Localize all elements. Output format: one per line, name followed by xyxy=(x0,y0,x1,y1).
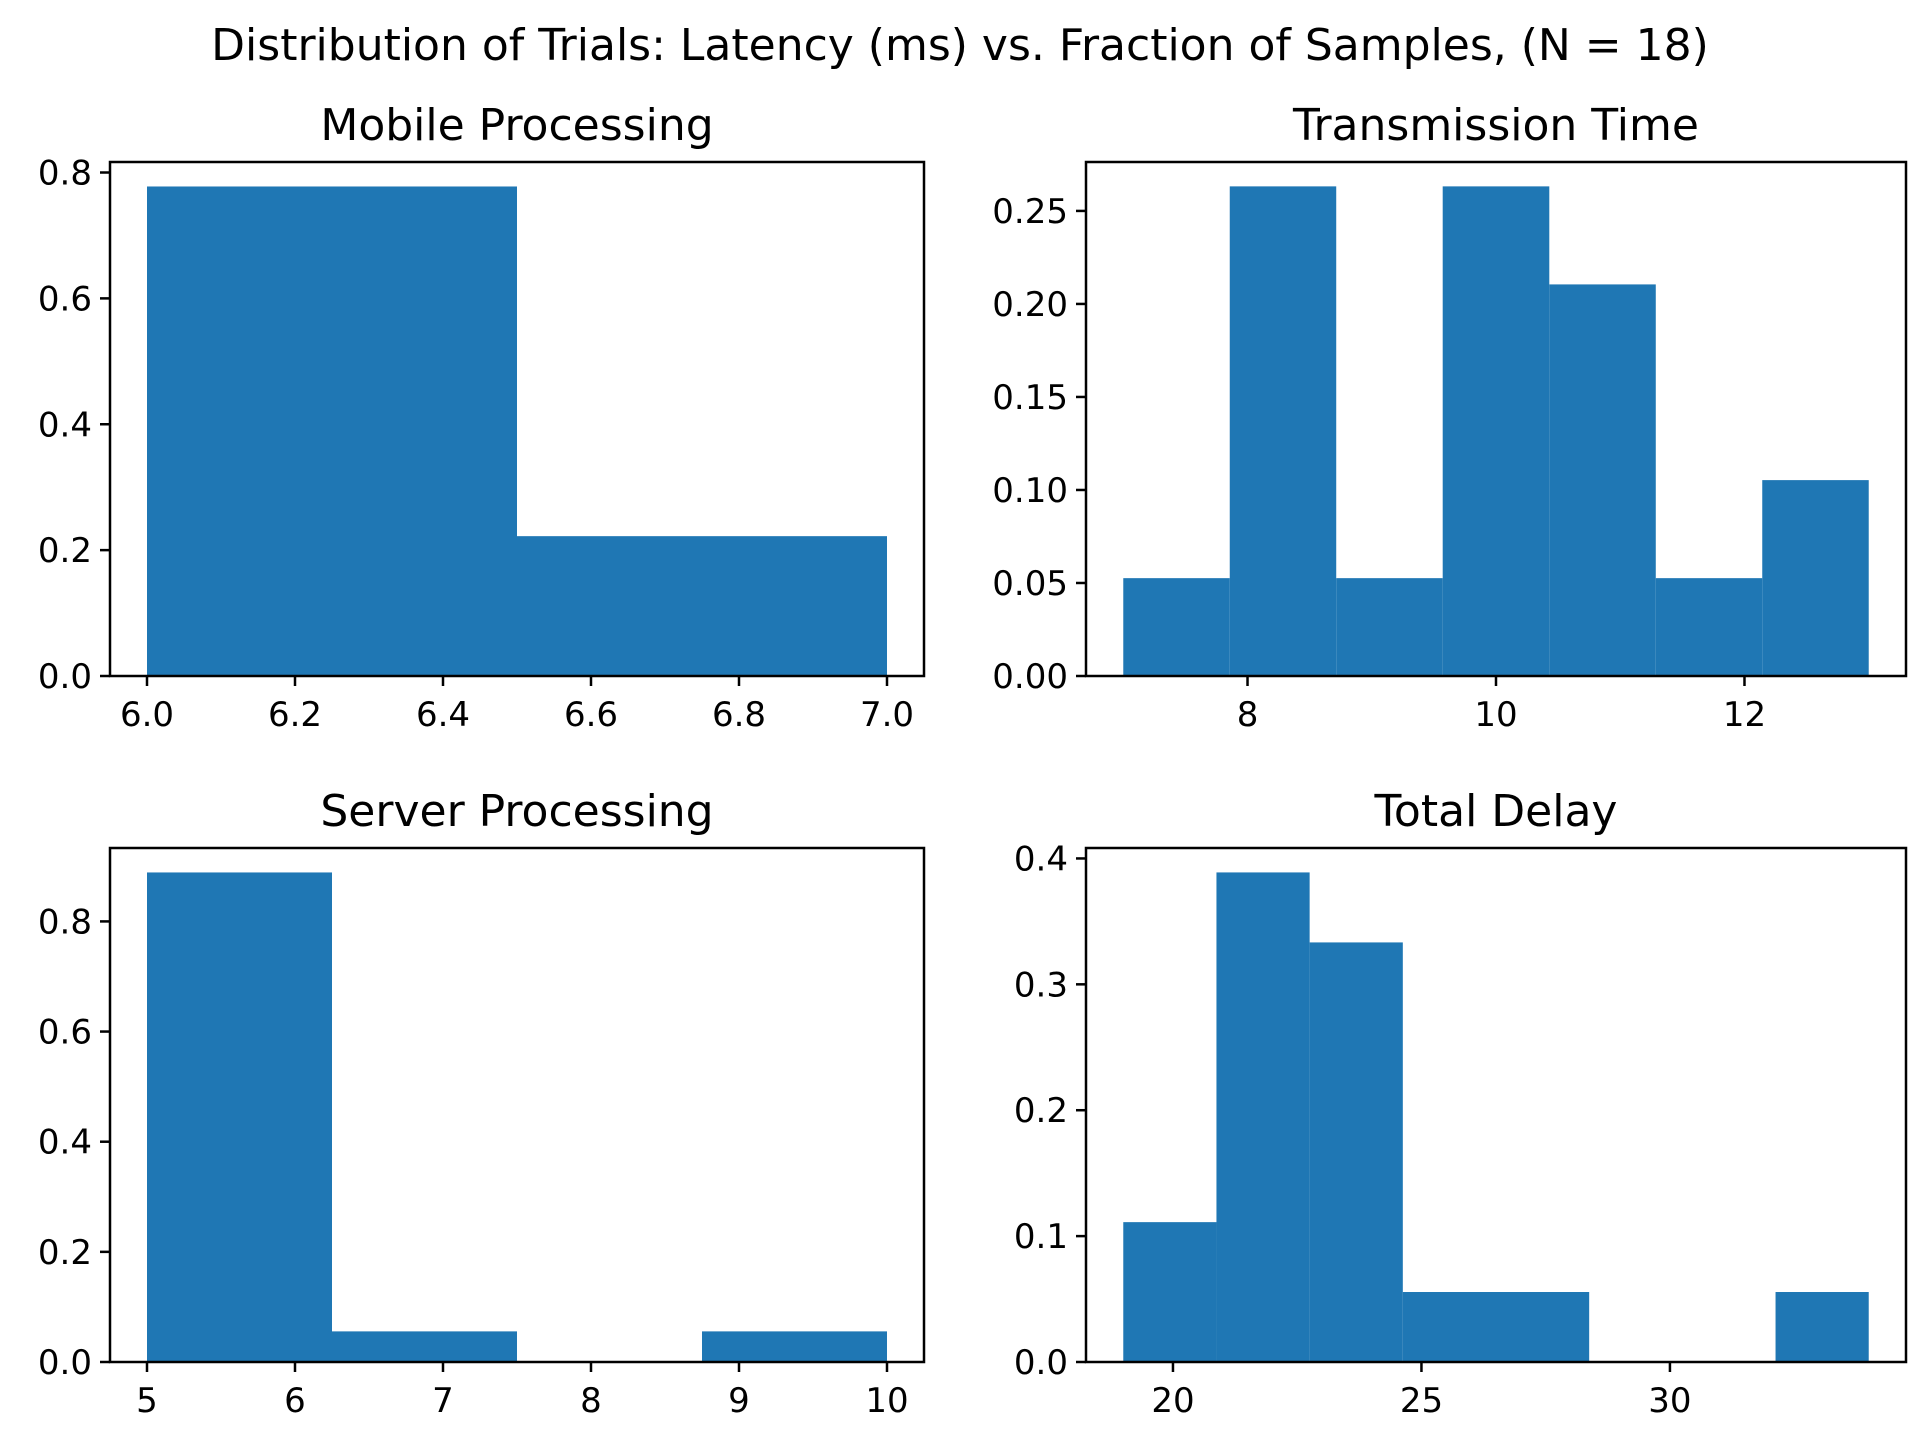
histogram-bar xyxy=(1496,1292,1590,1362)
histogram-bar xyxy=(1123,578,1230,676)
histogram-bar xyxy=(332,1331,517,1362)
subplot-mobile-processing: 6.0 6.2 6.4 6.6 6.8 7.0 0.0 0.2 0.4 0.6 0.8 Mobile … xyxy=(38,100,926,735)
histogram-bar xyxy=(1229,186,1337,677)
histogram-bar xyxy=(1549,284,1656,676)
y-tick-label: 0.25 xyxy=(992,192,1068,232)
y-tick-label: 0.4 xyxy=(38,1123,92,1163)
histogram-bar xyxy=(702,1331,887,1362)
y-tick-label: 0.3 xyxy=(1014,965,1068,1005)
histogram-bar xyxy=(147,186,517,676)
x-tick-label: 10 xyxy=(1474,695,1517,735)
y-tick-label: 0.8 xyxy=(38,154,92,194)
x-tick-label: 8 xyxy=(580,1381,602,1421)
axes-frame xyxy=(108,846,926,1364)
x-tick-label: 10 xyxy=(865,1381,908,1421)
histogram-bar xyxy=(517,536,887,676)
y-tick-label: 0.6 xyxy=(38,279,92,319)
x-tick-label: 12 xyxy=(1723,695,1766,735)
subplot-title: Server Processing xyxy=(320,786,713,837)
y-tick-label: 0.05 xyxy=(992,564,1068,604)
subplot-title: Mobile Processing xyxy=(320,100,713,151)
subplot-title: Total Delay xyxy=(1374,786,1618,837)
y-tick-label: 0.00 xyxy=(992,657,1068,697)
histogram-bar xyxy=(1336,578,1443,676)
y-tick-label: 0.6 xyxy=(38,1013,92,1053)
y-tick-label: 0.0 xyxy=(1014,1343,1068,1383)
y-tick-label: 0.1 xyxy=(1014,1217,1068,1257)
y-tick-label: 0.15 xyxy=(992,378,1068,418)
histogram-bar xyxy=(147,872,332,1362)
subplot-transmission-time: 8 10 12 0.00 0.05 0.10 0.15 0.20 0.25 Transmissio… xyxy=(992,100,1908,735)
subplot-title: Transmission Time xyxy=(1292,100,1699,151)
y-tick-label: 0.4 xyxy=(1014,839,1068,879)
histogram-bar xyxy=(1402,1292,1496,1362)
x-tick-label: 6 xyxy=(284,1381,306,1421)
axes-frame xyxy=(108,160,926,678)
figure-title: Distribution of Trials: Latency (ms) vs.… xyxy=(211,20,1709,71)
y-tick-label: 0.0 xyxy=(38,1343,92,1383)
y-tick-label: 0.10 xyxy=(992,471,1068,511)
y-tick-label: 0.2 xyxy=(38,531,92,571)
y-tick-label: 0.2 xyxy=(38,1233,92,1273)
x-tick-label: 5 xyxy=(136,1381,158,1421)
histogram-bar xyxy=(1309,942,1403,1362)
y-tick-label: 0.0 xyxy=(38,657,92,697)
x-tick-label: 6.6 xyxy=(564,695,618,735)
y-tick-label: 0.20 xyxy=(992,285,1068,325)
subplot-server-processing: 5 6 7 8 9 10 0.0 0.2 0.4 0.6 0.8 Server Processing xyxy=(38,786,926,1421)
y-tick-label: 0.4 xyxy=(38,405,92,445)
x-tick-label: 25 xyxy=(1400,1381,1443,1421)
x-tick-label: 20 xyxy=(1151,1381,1194,1421)
x-tick-label: 8 xyxy=(1237,695,1259,735)
subplot-total-delay: 20 25 30 0.0 0.1 0.2 0.3 0.4 Total Delay xyxy=(1014,786,1908,1421)
x-tick-label: 6.2 xyxy=(268,695,322,735)
x-tick-label: 7.0 xyxy=(860,695,914,735)
x-tick-label: 6.0 xyxy=(120,695,174,735)
histogram-bar xyxy=(1762,480,1869,676)
y-tick-label: 0.8 xyxy=(38,902,92,942)
x-tick-label: 6.4 xyxy=(416,695,470,735)
histogram-bar xyxy=(1442,186,1550,677)
x-tick-label: 7 xyxy=(432,1381,454,1421)
y-tick-label: 0.2 xyxy=(1014,1091,1068,1131)
x-tick-label: 6.8 xyxy=(712,695,766,735)
histogram-bar xyxy=(1123,1222,1217,1362)
axes-frame xyxy=(1084,846,1908,1364)
x-tick-label: 30 xyxy=(1648,1381,1691,1421)
x-tick-label: 9 xyxy=(728,1381,750,1421)
histogram-bar xyxy=(1216,872,1310,1362)
histogram-bar xyxy=(1775,1292,1869,1362)
histogram-bar xyxy=(1655,578,1763,676)
